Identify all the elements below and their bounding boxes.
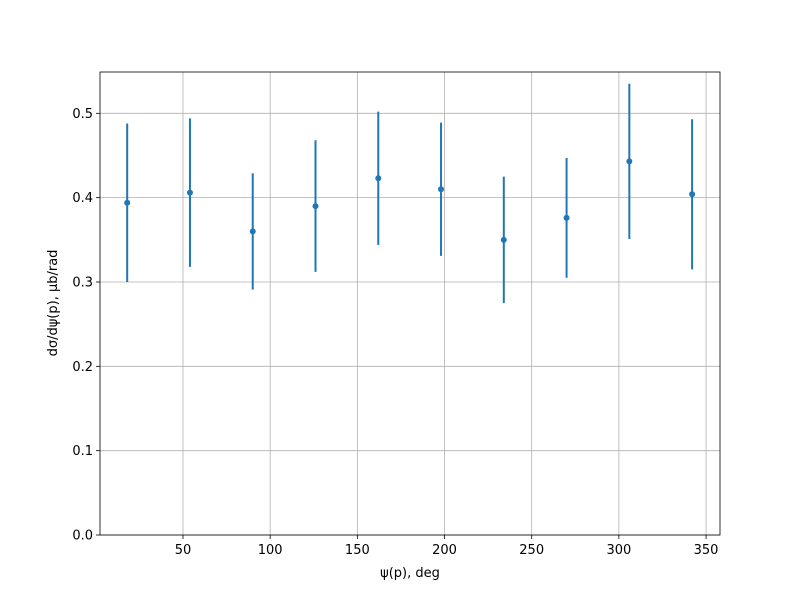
data-point (500, 236, 507, 243)
grid (100, 72, 720, 536)
data-point (124, 199, 131, 206)
data-point (626, 158, 633, 165)
y-tick-label: 0.4 (72, 191, 93, 206)
x-tick-label: 250 (519, 543, 544, 558)
data-point (689, 191, 696, 198)
y-tick-label: 0.0 (72, 529, 93, 544)
x-axis-label: ψ(p), deg (380, 566, 440, 581)
x-tick-label: 100 (258, 543, 283, 558)
x-tick-label: 50 (175, 543, 192, 558)
y-tick-label: 0.5 (72, 107, 93, 122)
x-tick-label: 200 (432, 543, 457, 558)
x-tick-label: 150 (345, 543, 370, 558)
y-tick-label: 0.1 (72, 444, 93, 459)
x-tick-label: 300 (606, 543, 631, 558)
data-point (438, 186, 445, 193)
marks (124, 83, 696, 304)
data-point (249, 228, 256, 235)
x-tick-label: 350 (694, 543, 719, 558)
data-point (563, 214, 570, 221)
plot-frame (99, 71, 721, 536)
y-axis-label: dσ/dψ(p), μb/rad (46, 250, 61, 357)
data-point (186, 189, 193, 196)
data-point (312, 203, 319, 210)
data-point (375, 175, 382, 182)
y-tick-label: 0.3 (72, 275, 93, 290)
y-tick-label: 0.2 (72, 360, 93, 375)
